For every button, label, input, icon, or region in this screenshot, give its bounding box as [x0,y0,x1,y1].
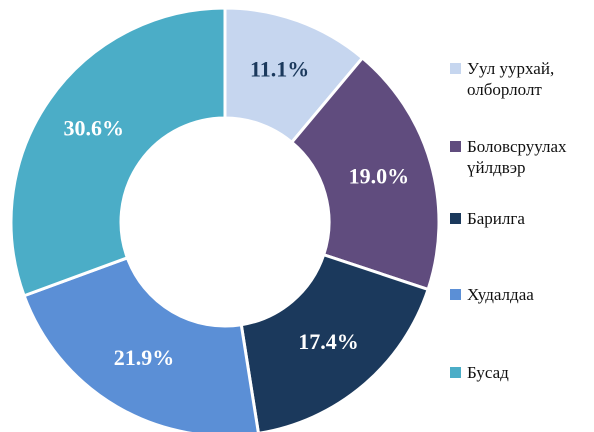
data-label: 30.6% [64,115,125,140]
slice [239,252,431,432]
legend-swatch [450,367,461,378]
legend-swatch [450,289,461,300]
slice [22,255,260,432]
data-label: 11.1% [250,57,309,82]
data-label: 17.4% [298,329,359,354]
chart: 11.1% 19.0% 17.4% 21.9% 30.6% [9,6,440,432]
legend-item: Бусад [450,362,590,383]
legend-item: Уул уурхай, олборлолт [450,58,590,100]
legend-label: Уул уурхай, олборлолт [467,59,555,99]
legend-item: Барилга [450,208,590,229]
slice [289,55,440,292]
legend-swatch [450,213,461,224]
legend-swatch [450,63,461,74]
slice [9,6,227,298]
legend-item: Худалдаа [450,284,590,305]
data-label: 21.9% [114,345,175,370]
legend-label: Барилга [467,209,525,228]
legend-label: Бусад [467,363,509,382]
legend-label: Худалдаа [467,285,534,304]
data-label: 19.0% [349,163,410,188]
legend-item: Боловсруулах үйлдвэр [450,136,590,178]
legend-label: Боловсруулах үйлдвэр [467,137,567,177]
legend-swatch [450,141,461,152]
